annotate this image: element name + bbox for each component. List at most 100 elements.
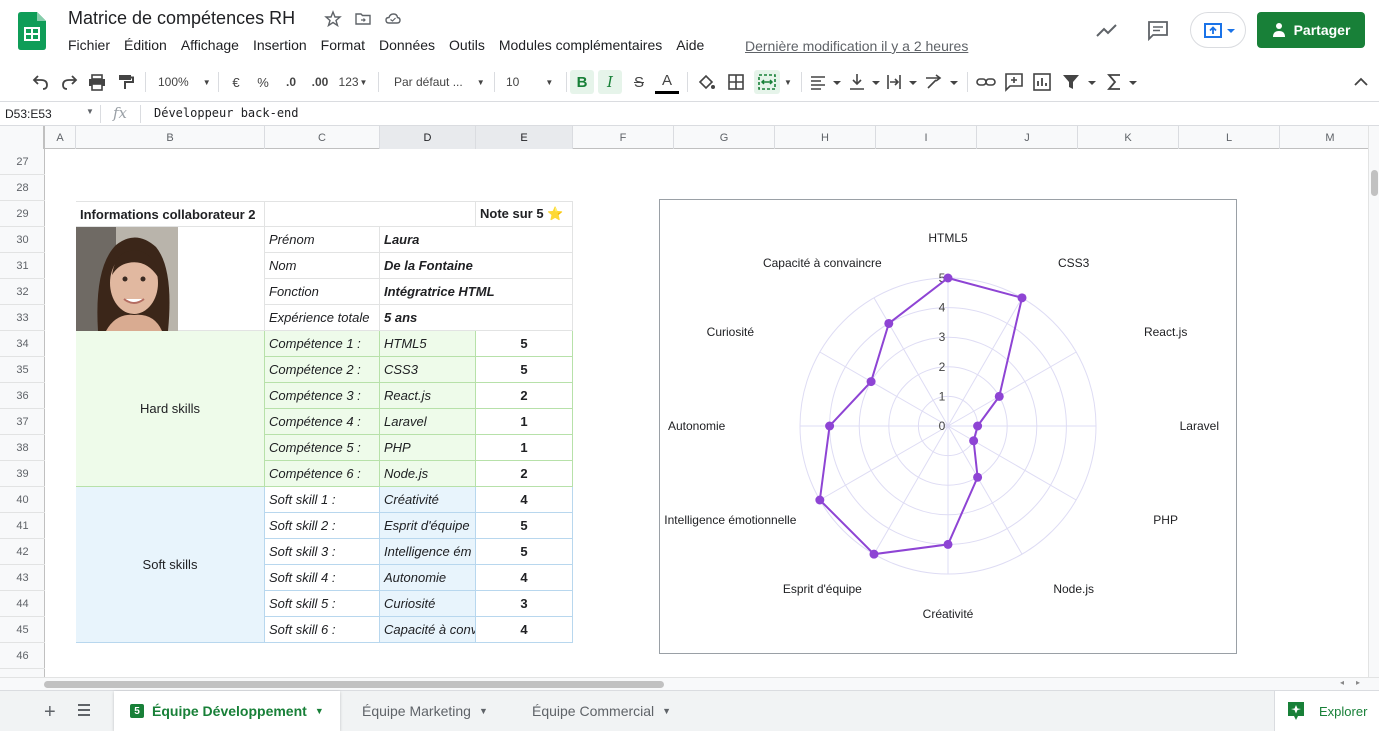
row-header[interactable]: 44 [0, 591, 45, 617]
percent-format-button[interactable]: % [257, 74, 269, 90]
row-header[interactable]: 30 [0, 227, 45, 253]
present-button[interactable] [1190, 12, 1246, 48]
filter-icon[interactable] [1060, 70, 1098, 94]
menu-format[interactable]: Format [320, 37, 365, 53]
menu-modules[interactable]: Modules complémentaires [498, 37, 663, 53]
skill-label[interactable]: Compétence 2 : [265, 357, 380, 383]
insert-link-icon[interactable] [975, 70, 997, 94]
add-sheet-icon[interactable]: + [44, 701, 56, 723]
vertical-align-icon[interactable] [847, 70, 881, 94]
column-header[interactable]: K [1078, 126, 1179, 149]
document-title[interactable]: Matrice de compétences RH [68, 8, 296, 28]
info-header-cell[interactable]: Informations collaborateur 2 [76, 201, 265, 227]
scroll-right-icon[interactable]: ▸ [1356, 678, 1361, 687]
comment-icon[interactable] [1146, 18, 1170, 42]
print-icon[interactable] [86, 70, 108, 94]
skill-score[interactable]: 1 [476, 435, 573, 461]
skill-name[interactable]: Node.js [380, 461, 476, 487]
column-header[interactable]: F [573, 126, 674, 149]
column-header[interactable]: A [45, 126, 76, 149]
sheet-tab-developpement[interactable]: 5 Équipe Développement ▼ [114, 691, 340, 731]
column-header[interactable]: L [1179, 126, 1280, 149]
column-header[interactable]: H [775, 126, 876, 149]
font-select[interactable]: Par défaut ... ▼ [386, 70, 486, 94]
skill-label[interactable]: Soft skill 5 : [265, 591, 380, 617]
skill-name[interactable]: Curiosité [380, 591, 476, 617]
skill-name[interactable]: Intelligence ém [380, 539, 476, 565]
menu-aide[interactable]: Aide [676, 37, 705, 53]
column-header[interactable]: B [76, 126, 265, 149]
horizontal-scrollbar[interactable]: ◂ ▸ [0, 677, 1379, 690]
skill-label[interactable]: Soft skill 3 : [265, 539, 380, 565]
fill-color-icon[interactable] [695, 70, 717, 94]
row-header[interactable]: 37 [0, 409, 45, 435]
undo-icon[interactable] [30, 70, 52, 94]
row-header[interactable]: 29 [0, 201, 45, 227]
merge-cells-button[interactable] [754, 70, 780, 94]
row-header[interactable]: 36 [0, 383, 45, 409]
skill-name[interactable]: React.js [380, 383, 476, 409]
skill-name[interactable]: Esprit d'équipe [380, 513, 476, 539]
row-header[interactable]: 40 [0, 487, 45, 513]
column-header[interactable]: E [476, 126, 573, 149]
menu-edition[interactable]: Édition [124, 37, 167, 53]
chevron-down-icon[interactable]: ▼ [478, 706, 488, 716]
skill-score[interactable]: 5 [476, 539, 573, 565]
skill-score[interactable]: 5 [476, 357, 573, 383]
insert-comment-icon[interactable] [1003, 70, 1025, 94]
explore-button[interactable]: Explorer [1274, 691, 1379, 731]
chevron-down-icon[interactable]: ▼ [784, 77, 792, 87]
move-folder-icon[interactable] [354, 10, 372, 28]
skill-label[interactable]: Soft skill 4 : [265, 565, 380, 591]
soft-skills-label[interactable]: Soft skills [76, 487, 265, 643]
profile-photo[interactable] [76, 227, 178, 331]
skill-name[interactable]: Capacité à conv [380, 617, 476, 643]
sheets-logo-icon[interactable] [18, 12, 46, 50]
sheet-tab-commercial[interactable]: Équipe Commercial ▼ [516, 691, 687, 731]
row-header[interactable]: 27 [0, 149, 45, 175]
select-all-corner[interactable] [0, 126, 45, 149]
activity-trend-icon[interactable] [1094, 18, 1120, 44]
zoom-select[interactable]: 100% ▼ [152, 70, 212, 94]
skill-label[interactable]: Compétence 1 : [265, 331, 380, 357]
redo-icon[interactable] [58, 70, 80, 94]
column-header[interactable]: J [977, 126, 1078, 149]
row-header[interactable]: 31 [0, 253, 45, 279]
skill-label[interactable]: Compétence 3 : [265, 383, 380, 409]
all-sheets-icon[interactable] [76, 703, 92, 717]
column-header[interactable]: M [1280, 126, 1368, 149]
column-header[interactable]: D [380, 126, 476, 149]
skill-label[interactable]: Soft skill 1 : [265, 487, 380, 513]
info-label[interactable]: Nom [265, 253, 380, 279]
empty-cell[interactable] [178, 227, 265, 331]
skill-score[interactable]: 4 [476, 617, 573, 643]
chevron-down-icon[interactable]: ▼ [662, 706, 672, 716]
skill-score[interactable]: 2 [476, 383, 573, 409]
skill-score[interactable]: 4 [476, 487, 573, 513]
last-edit-link[interactable]: Dernière modification il y a 2 heures [745, 38, 969, 54]
skill-score[interactable]: 5 [476, 513, 573, 539]
skill-score[interactable]: 1 [476, 409, 573, 435]
empty-cell[interactable] [265, 201, 476, 227]
skill-score[interactable]: 4 [476, 565, 573, 591]
row-header[interactable]: 28 [0, 175, 45, 201]
chevron-down-icon[interactable]: ▼ [314, 706, 324, 716]
skill-name[interactable]: Autonomie [380, 565, 476, 591]
menu-insertion[interactable]: Insertion [252, 37, 307, 53]
insert-chart-icon[interactable] [1031, 70, 1053, 94]
increase-decimal-button[interactable]: .00 [311, 75, 329, 89]
strikethrough-button[interactable]: S [633, 73, 644, 91]
row-header[interactable]: 41 [0, 513, 45, 539]
decrease-decimal-button[interactable]: .0 [285, 75, 296, 89]
info-value[interactable]: De la Fontaine [380, 253, 573, 279]
info-value[interactable]: 5 ans [380, 305, 573, 331]
name-box[interactable]: D53:E53 [5, 107, 52, 121]
cloud-status-icon[interactable] [384, 10, 402, 28]
info-value[interactable]: Laura [380, 227, 573, 253]
row-header[interactable]: 42 [0, 539, 45, 565]
bold-button[interactable]: B [570, 70, 594, 94]
info-value[interactable]: Intégratrice HTML [380, 279, 573, 305]
number-format-select[interactable]: 123 ▼ [336, 70, 370, 94]
menu-outils[interactable]: Outils [449, 37, 485, 53]
skill-score[interactable]: 2 [476, 461, 573, 487]
